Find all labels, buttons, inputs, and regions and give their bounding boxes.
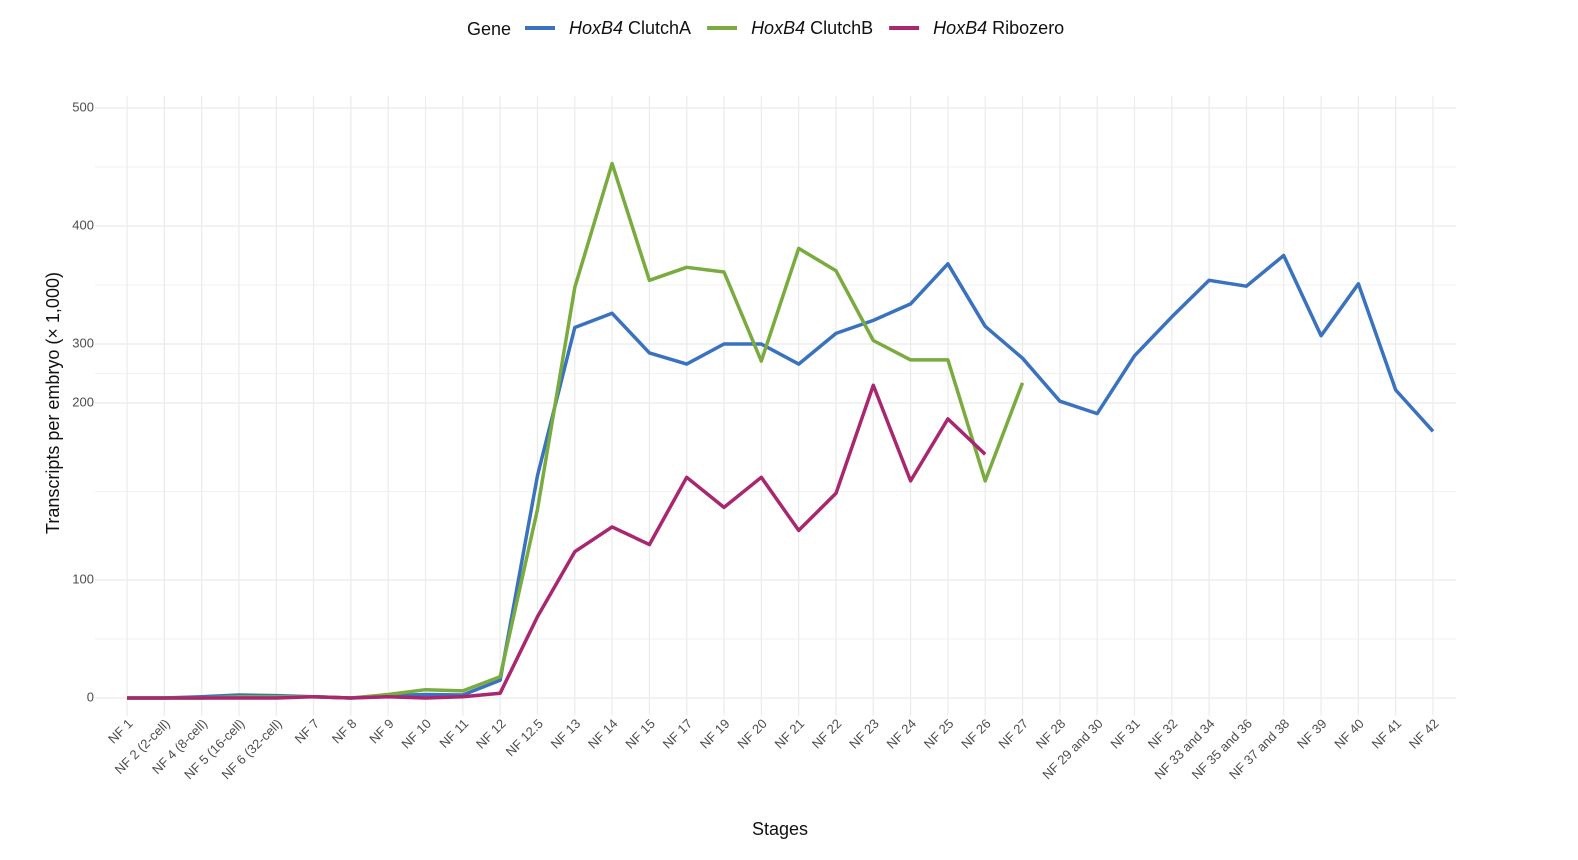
legend-label: HoxB4 Ribozero xyxy=(933,18,1064,38)
legend-label: HoxB4 ClutchB xyxy=(751,18,873,38)
series-line xyxy=(127,253,1435,700)
y-tick-label: 200 xyxy=(72,394,94,409)
x-tick-label: NF 14 xyxy=(585,716,621,752)
legend-label: HoxB4 ClutchA xyxy=(569,18,691,38)
x-tick-label: NF 8 xyxy=(329,716,360,747)
series-line xyxy=(127,383,987,700)
x-tick-label: NF 13 xyxy=(548,716,584,752)
y-tick-label: 100 xyxy=(72,571,94,586)
y-tick-label: 0 xyxy=(87,689,94,704)
x-tick-label: NF 12 xyxy=(473,716,509,752)
x-axis-title: Stages xyxy=(752,819,808,839)
x-tick-label: NF 41 xyxy=(1369,716,1405,752)
x-tick-label: NF 1 xyxy=(105,716,136,747)
x-tick-label: NF 12.5 xyxy=(503,716,546,759)
x-tick-label: NF 7 xyxy=(292,716,323,747)
y-axis-title: Transcripts per embryo (× 1,000) xyxy=(43,272,63,534)
x-tick-label: NF 24 xyxy=(884,716,920,752)
x-tick-label: NF 21 xyxy=(772,716,808,752)
x-tick-label: NF 26 xyxy=(958,716,994,752)
x-tick-label: NF 20 xyxy=(734,716,770,752)
x-tick-label: NF 32 xyxy=(1145,716,1181,752)
x-tick-label: NF 42 xyxy=(1406,716,1442,752)
x-tick-label: NF 17 xyxy=(660,716,696,752)
x-tick-label: NF 22 xyxy=(809,716,845,752)
x-tick-label: NF 39 xyxy=(1294,716,1330,752)
x-tick-label: NF 15 xyxy=(622,716,658,752)
x-tick-label: NF 9 xyxy=(366,716,397,747)
legend-title: Gene xyxy=(467,19,511,39)
y-tick-label: 500 xyxy=(72,99,94,114)
x-tick-label: NF 31 xyxy=(1107,716,1143,752)
y-tick-label: 300 xyxy=(72,335,94,350)
x-tick-label: NF 28 xyxy=(1033,716,1069,752)
x-tick-label: NF 25 xyxy=(921,716,957,752)
x-tick-label: NF 23 xyxy=(846,716,882,752)
x-tick-label: NF 19 xyxy=(697,716,733,752)
y-tick-label: 400 xyxy=(72,217,94,232)
x-tick-label: NF 10 xyxy=(398,716,434,752)
x-tick-label: NF 11 xyxy=(436,716,471,751)
x-tick-label: NF 27 xyxy=(995,716,1031,752)
x-tick-label: NF 40 xyxy=(1331,716,1367,752)
